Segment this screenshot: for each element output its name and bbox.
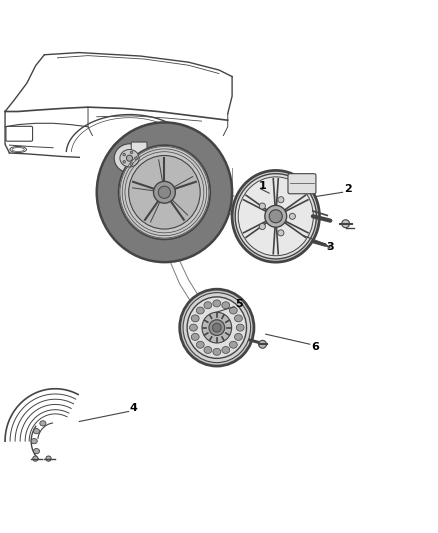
Circle shape [265,205,287,227]
Ellipse shape [196,341,204,348]
Ellipse shape [204,346,212,353]
Ellipse shape [109,139,150,178]
Circle shape [127,155,133,161]
Ellipse shape [114,144,145,173]
Ellipse shape [235,174,316,259]
Circle shape [123,154,126,156]
Ellipse shape [222,346,230,353]
Circle shape [278,230,284,236]
Circle shape [46,456,51,461]
Ellipse shape [129,156,200,229]
Ellipse shape [190,324,198,331]
Ellipse shape [31,439,37,444]
Ellipse shape [230,307,237,314]
Circle shape [33,456,38,461]
Text: 4: 4 [130,403,138,414]
Circle shape [259,203,265,209]
Circle shape [269,210,283,223]
Text: 6: 6 [311,342,319,352]
Circle shape [342,220,350,228]
Circle shape [289,213,295,220]
Ellipse shape [180,289,254,366]
Text: 5: 5 [235,298,243,309]
Ellipse shape [97,123,232,262]
Ellipse shape [213,349,221,356]
FancyBboxPatch shape [288,174,316,194]
Text: 2: 2 [344,184,352,194]
Circle shape [158,186,170,198]
Ellipse shape [230,341,237,348]
Ellipse shape [236,324,244,331]
Ellipse shape [196,307,204,314]
Ellipse shape [120,149,139,167]
Ellipse shape [119,145,210,239]
FancyBboxPatch shape [131,142,147,158]
Ellipse shape [191,315,199,322]
Text: 3: 3 [326,242,334,252]
Circle shape [135,157,138,159]
Ellipse shape [183,293,251,362]
Ellipse shape [202,312,232,343]
Circle shape [278,197,284,203]
Circle shape [130,163,133,165]
Ellipse shape [213,300,221,307]
Ellipse shape [238,177,313,256]
Circle shape [130,151,133,154]
Circle shape [259,223,265,230]
Circle shape [123,160,126,163]
Circle shape [212,323,221,332]
Ellipse shape [222,302,230,309]
Ellipse shape [232,171,319,262]
Ellipse shape [204,302,212,309]
Circle shape [209,320,225,335]
Ellipse shape [33,448,39,454]
Circle shape [259,341,266,348]
Ellipse shape [33,429,39,434]
Ellipse shape [40,421,46,426]
Circle shape [153,181,175,203]
Ellipse shape [234,334,242,341]
Text: 1: 1 [259,181,267,191]
Ellipse shape [191,334,199,341]
Ellipse shape [187,297,247,358]
Ellipse shape [234,315,242,322]
